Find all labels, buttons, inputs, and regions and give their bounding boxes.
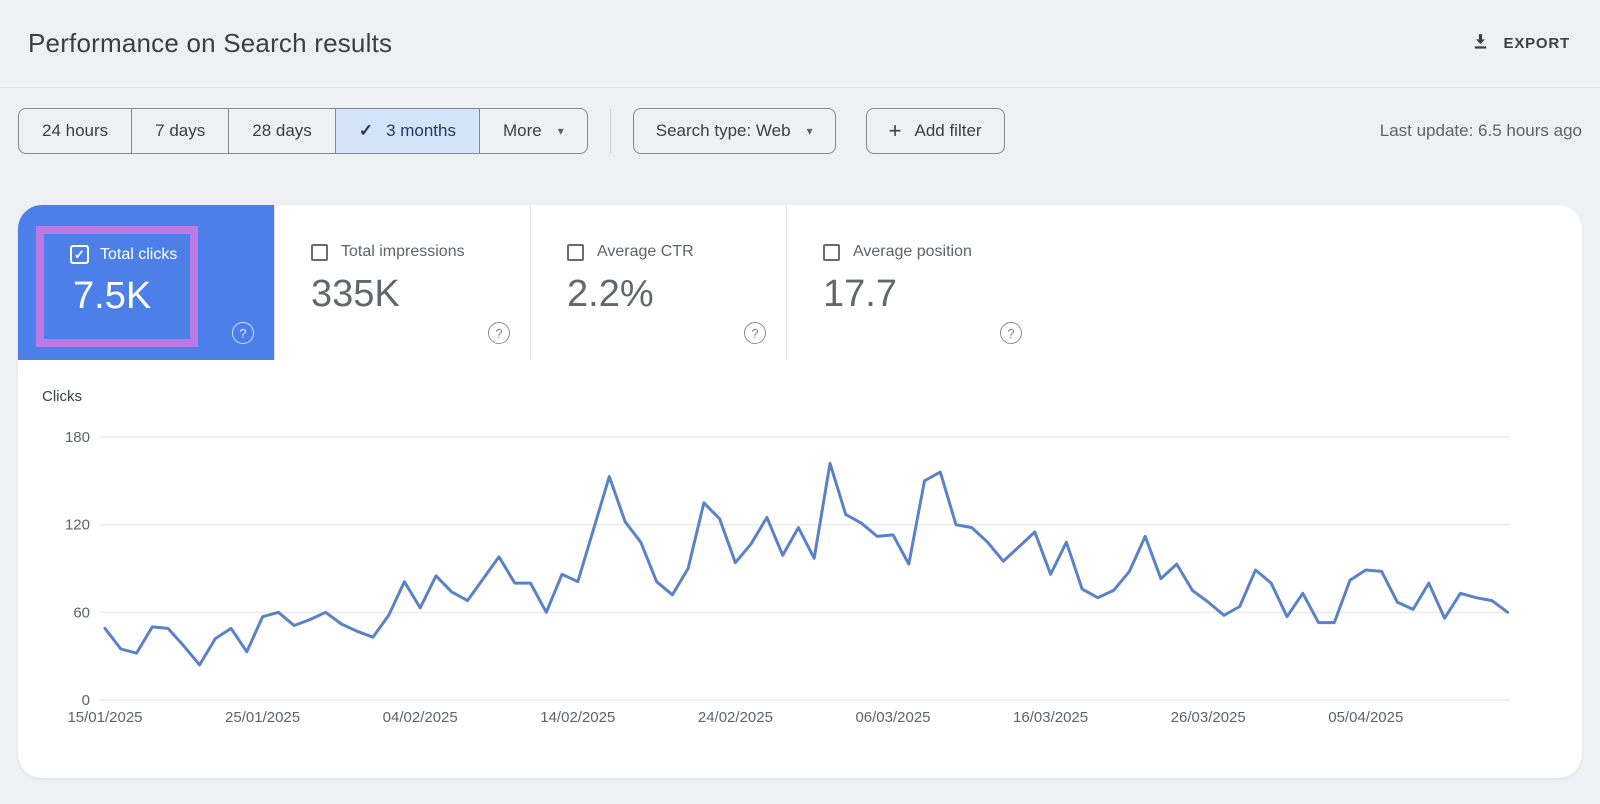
metric-card-average-ctr[interactable]: Average CTR 2.2% ? <box>530 205 786 360</box>
more-label: More <box>503 121 542 140</box>
check-icon: ✓ <box>74 246 85 262</box>
date-range-label: 3 months <box>386 121 456 140</box>
metric-value: 17.7 <box>823 273 897 315</box>
export-button-label: EXPORT <box>1503 35 1570 52</box>
performance-panel: ✓ Total clicks 7.5K ? Total impressions … <box>18 205 1582 778</box>
svg-text:16/03/2025: 16/03/2025 <box>1013 709 1088 726</box>
svg-text:15/01/2025: 15/01/2025 <box>67 709 142 726</box>
date-range-more-dropdown[interactable]: More ▾ <box>479 109 587 153</box>
download-icon <box>1470 31 1491 57</box>
chart-y-axis-title: Clicks <box>42 388 82 405</box>
help-icon[interactable]: ? <box>1000 322 1022 344</box>
help-icon[interactable]: ? <box>488 322 510 344</box>
metric-label: Total clicks <box>100 245 178 263</box>
metric-value: 7.5K <box>73 275 152 317</box>
date-range-24-hours[interactable]: 24 hours <box>19 109 131 153</box>
metric-header: Average position <box>823 243 972 261</box>
metric-header: Average CTR <box>567 243 694 261</box>
svg-text:24/02/2025: 24/02/2025 <box>698 709 773 726</box>
help-icon[interactable]: ? <box>232 322 254 344</box>
svg-text:06/03/2025: 06/03/2025 <box>855 709 930 726</box>
date-range-label: 28 days <box>252 121 312 140</box>
metric-card-average-position[interactable]: Average position 17.7 ? <box>786 205 1042 360</box>
date-range-28-days[interactable]: 28 days <box>228 109 335 153</box>
help-icon[interactable]: ? <box>744 322 766 344</box>
clicks-line-chart: 0 60 120 180 15/01/2025 25/01/2025 04/02/2025 1… <box>65 429 1510 726</box>
svg-text:26/03/2025: 26/03/2025 <box>1171 709 1246 726</box>
search-type-dropdown[interactable]: Search type: Web ▾ <box>632 108 836 154</box>
checked-checkbox[interactable]: ✓ <box>70 245 89 264</box>
export-button[interactable]: EXPORT <box>1470 31 1570 57</box>
chevron-down-icon: ▾ <box>557 124 564 138</box>
metric-label: Average CTR <box>597 243 694 260</box>
svg-text:60: 60 <box>73 604 90 621</box>
metric-value: 335K <box>311 273 400 315</box>
unchecked-checkbox[interactable] <box>567 243 584 261</box>
svg-text:180: 180 <box>65 429 90 446</box>
search-type-label: Search type: Web <box>655 121 791 140</box>
metric-card-total-impressions[interactable]: Total impressions 335K ? <box>274 205 530 360</box>
metric-label: Average position <box>853 243 972 260</box>
question-glyph: ? <box>495 325 503 341</box>
svg-text:120: 120 <box>65 517 90 534</box>
clicks-chart-area: Clicks 0 60 120 180 15/01/2025 25/01/2025 04/0… <box>18 360 1582 778</box>
toolbar-divider <box>609 109 611 153</box>
page-header: Performance on Search results EXPORT <box>0 0 1600 88</box>
date-range-7-days[interactable]: 7 days <box>131 109 228 153</box>
metric-value: 2.2% <box>567 273 654 315</box>
check-icon: ✓ <box>358 121 374 140</box>
plus-icon: + <box>888 118 902 143</box>
date-range-label: 24 hours <box>42 121 109 140</box>
svg-text:05/04/2025: 05/04/2025 <box>1328 709 1403 726</box>
question-glyph: ? <box>751 325 759 341</box>
question-glyph: ? <box>239 325 247 341</box>
svg-text:0: 0 <box>82 692 90 709</box>
metric-card-total-clicks[interactable]: ✓ Total clicks 7.5K ? <box>18 205 274 360</box>
add-filter-label: Add filter <box>914 121 982 140</box>
last-update-text: Last update: 6.5 hours ago <box>1379 121 1582 140</box>
add-filter-button[interactable]: + Add filter <box>865 108 1005 154</box>
metric-header: ✓ Total clicks <box>70 245 177 264</box>
unchecked-checkbox[interactable] <box>311 243 328 261</box>
page-title: Performance on Search results <box>28 28 393 58</box>
question-glyph: ? <box>1007 325 1015 341</box>
date-range-control: 24 hours 7 days 28 days ✓ 3 months More … <box>18 108 588 154</box>
svg-text:14/02/2025: 14/02/2025 <box>540 709 615 726</box>
chevron-down-icon: ▾ <box>806 124 813 138</box>
date-range-3-months[interactable]: ✓ 3 months <box>334 109 479 153</box>
filter-toolbar: 24 hours 7 days 28 days ✓ 3 months More … <box>18 108 1582 154</box>
metrics-row: ✓ Total clicks 7.5K ? Total impressions … <box>18 205 1582 360</box>
unchecked-checkbox[interactable] <box>823 243 840 261</box>
date-range-label: 7 days <box>155 121 206 140</box>
svg-text:25/01/2025: 25/01/2025 <box>225 709 300 726</box>
metric-label: Total impressions <box>341 243 465 260</box>
metric-header: Total impressions <box>311 243 465 261</box>
svg-text:04/02/2025: 04/02/2025 <box>383 709 458 726</box>
